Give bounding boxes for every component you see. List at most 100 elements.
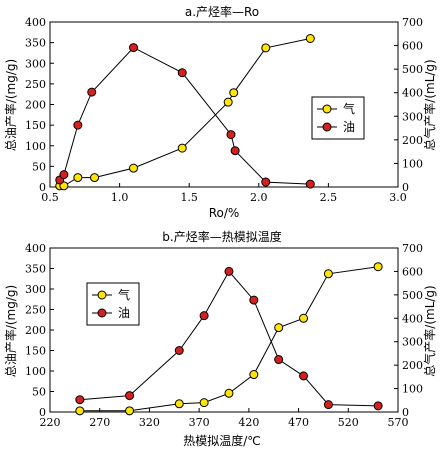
chart-b-ytick-right-label: 300: [402, 336, 423, 349]
chart-a-ytick-right-label: 200: [402, 134, 423, 147]
chart-a-xlabel: Ro/%: [209, 206, 240, 220]
chart-b-gas-point: [199, 398, 209, 408]
chart-b-ytick-right-label: 200: [402, 359, 423, 372]
chart-b-ytick-left-label: 0: [39, 406, 46, 419]
chart-a-xtick-label: 0.5: [41, 191, 59, 204]
chart-a-ytick-right-label: 400: [402, 87, 423, 100]
chart-a-gas-point: [90, 173, 100, 183]
chart-a-ytick-right-label: 600: [402, 40, 423, 53]
chart-b-ytick-right-label: 700: [402, 242, 423, 255]
chart-a-oil-point: [129, 43, 139, 53]
chart-a-ytick-right-label: 0: [402, 181, 409, 194]
chart-b-ytick-right-label: 100: [402, 383, 423, 396]
chart-a-oil-point: [87, 87, 97, 97]
chart-a-xtick-label: 3.0: [389, 191, 407, 204]
chart-a-oil-point: [261, 177, 271, 187]
chart-b-title: b.产烃率—热模拟温度: [162, 229, 281, 244]
chart-b-ytick-left-label: 200: [25, 324, 46, 337]
chart-b-legend-gas-label: 气: [118, 287, 130, 302]
chart-a-legend-gas-label: 气: [343, 101, 355, 116]
chart-a-oil-series-line: [59, 46, 311, 185]
chart-b-legend-gas-marker: [97, 290, 107, 300]
chart-b-xtick-label: 370: [189, 416, 210, 429]
chart-b-oil-point: [249, 295, 259, 305]
chart-a-gas-point: [223, 97, 233, 107]
chart-a-ytick-left-label: 350: [25, 37, 46, 50]
chart-a-oil-point: [177, 68, 187, 78]
chart-a-xtick-label: 1.5: [180, 191, 198, 204]
chart-a-gas-point: [73, 173, 83, 183]
chart-b-xtick-label: 270: [89, 416, 110, 429]
chart-a: a.产烃率—Ro 总油产率/(mg/g) 总气产率/(mL/g) Ro/% 0.…: [3, 4, 437, 220]
chart-b-xtick-label: 320: [139, 416, 160, 429]
chart-b-oil-point: [274, 355, 284, 365]
chart-b-gas-point: [224, 388, 234, 398]
chart-b-gas-point: [274, 323, 284, 333]
chart-b-oil-point: [174, 346, 184, 355]
chart-a-ytick-left-label: 150: [25, 119, 46, 132]
chart-a-xtick-label: 2.5: [320, 191, 338, 204]
chart-a-ytick-right-label: 100: [402, 157, 423, 170]
chart-b-ylabel-right: 总气产率/(mL/g): [422, 285, 437, 376]
chart-b-ytick-left-label: 100: [25, 365, 46, 378]
chart-b-legend: [86, 282, 140, 326]
chart-a-xtick-label: 2.0: [250, 191, 268, 204]
chart-a-oil-point: [305, 179, 315, 189]
chart-b-ytick-left-label: 350: [25, 263, 46, 276]
chart-b-ytick-right-label: 0: [402, 406, 409, 419]
chart-b-ytick-left-label: 400: [25, 242, 46, 255]
chart-a-oil-point: [226, 130, 236, 140]
chart-b-ytick-right-label: 400: [402, 312, 423, 325]
chart-b-gas-point: [75, 406, 85, 416]
chart-b-gas-point: [323, 269, 333, 279]
chart-a-gas-point: [305, 34, 315, 43]
chart-b-gas-point: [299, 313, 309, 323]
chart-a-gas-point: [177, 143, 187, 153]
chart-b-ytick-left-label: 50: [32, 386, 46, 399]
chart-a-ytick-left-label: 50: [32, 160, 46, 173]
chart-b-oil-point: [125, 391, 135, 401]
chart-a-xtick-label: 1.0: [111, 191, 129, 204]
chart-a-oil-point: [59, 170, 69, 180]
chart-a-ytick-left-label: 250: [25, 78, 46, 91]
chart-b-gas-point: [249, 370, 259, 380]
chart-b-oil-point: [199, 311, 209, 321]
chart-a-gas-point: [261, 43, 271, 53]
chart-a-ytick-right-label: 500: [402, 63, 423, 76]
chart-a-ylabel-left: 总油产率/(mg/g): [3, 59, 18, 151]
chart-a-ytick-right-label: 300: [402, 110, 423, 123]
chart-b-oil-point: [323, 400, 333, 410]
chart-a-legend: [311, 96, 365, 140]
chart-b-oil-point: [224, 266, 234, 276]
chart-b-gas-series-line: [79, 266, 379, 412]
chart-a-oil-point: [73, 120, 83, 130]
chart-b-xtick-label: 520: [338, 416, 359, 429]
chart-a-ylabel-right: 总气产率/(mL/g): [422, 59, 437, 150]
chart-b-gas-point: [174, 399, 184, 409]
chart-a-legend-oil-label: 油: [343, 120, 355, 134]
chart-a-ytick-left-label: 400: [25, 16, 46, 29]
chart-b-legend-oil-marker: [97, 308, 107, 318]
chart-b-xlabel: 热模拟温度/℃: [183, 433, 261, 448]
chart-b-xtick-label: 470: [288, 416, 309, 429]
chart-b-oil-point: [75, 395, 85, 405]
chart-b-oil-series-line: [79, 270, 379, 407]
chart-b-ytick-right-label: 500: [402, 289, 423, 302]
chart-a-ytick-left-label: 200: [25, 99, 46, 112]
chart-b: b.产烃率—热模拟温度 总油产率/(mg/g) 总气产率/(mL/g) 热模拟温…: [3, 229, 437, 448]
chart-a-gas-point: [229, 88, 239, 98]
chart-b-ytick-left-label: 250: [25, 304, 46, 317]
chart-a-ytick-right-label: 700: [402, 16, 423, 29]
chart-b-gas-point: [125, 406, 135, 416]
chart-a-oil-point: [230, 146, 240, 156]
chart-b-ylabel-left: 总油产率/(mg/g): [3, 285, 18, 377]
chart-b-plot-frame: [49, 247, 399, 413]
chart-b-oil-point: [299, 371, 309, 381]
chart-a-legend-gas-marker: [322, 104, 332, 114]
chart-b-xtick-label: 420: [238, 416, 259, 429]
chart-a-title: a.产烃率—Ro: [185, 4, 259, 19]
chart-a-ytick-left-label: 0: [39, 181, 46, 194]
chart-a-gas-point: [129, 163, 139, 173]
chart-b-xtick-label: 220: [40, 416, 61, 429]
